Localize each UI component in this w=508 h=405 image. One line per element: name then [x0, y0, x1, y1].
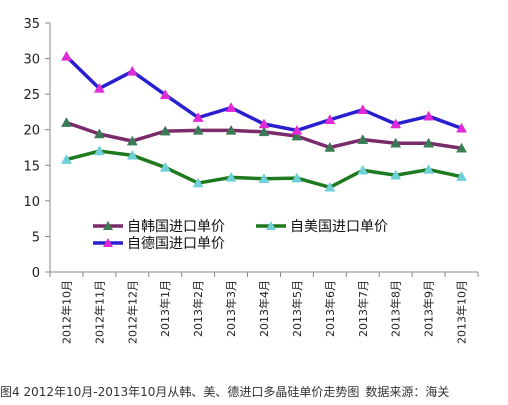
x-tick-label: 2013年9月 [422, 280, 436, 337]
data-point-2 [93, 82, 105, 93]
data-point-2 [192, 112, 204, 122]
caption-figure-text: 图4 2012年10月-2013年10月从韩、美、德进口多晶硅单价走势图 [0, 385, 360, 399]
x-tick-label: 2013年4月 [257, 280, 271, 337]
data-point-1 [456, 171, 467, 181]
legend-label: 自德国进口单价 [127, 236, 225, 252]
legend-label: 自韩国进口单价 [127, 219, 225, 235]
data-point-2 [390, 118, 402, 129]
y-tick-label: 20 [23, 124, 40, 139]
legend-swatch-marker [103, 221, 113, 230]
data-point-2 [291, 124, 303, 135]
data-point-0 [225, 124, 237, 135]
caption-source-text: 数据来源：海关 [365, 385, 450, 399]
x-tick-label: 2012年10月 [59, 280, 73, 344]
data-point-0 [324, 141, 336, 152]
line-chart: 0 5 10 15 20 25 30 35 2012年10月 2012年11月 2012年12月 20… [23, 17, 479, 344]
x-tick-label: 2012年11月 [92, 280, 106, 344]
x-tick-label: 2013年3月 [224, 280, 238, 337]
data-point-0 [258, 126, 270, 137]
data-point-0 [93, 128, 105, 139]
y-tick-label: 15 [23, 159, 40, 174]
data-point-2 [159, 89, 171, 100]
data-point-2 [225, 102, 237, 112]
y-tick-label: 0 [32, 266, 40, 281]
legend-swatch-marker [103, 238, 113, 247]
data-point-0 [390, 137, 402, 148]
data-point-1 [291, 172, 303, 183]
y-tick-label: 25 [23, 88, 40, 103]
x-tick-label: 2013年2月 [191, 280, 205, 337]
data-point-1 [423, 164, 435, 174]
legend-swatch-marker [266, 221, 276, 230]
x-tick-label: 2012年12月 [125, 280, 139, 344]
data-point-1 [390, 169, 402, 180]
data-point-1 [324, 181, 336, 192]
data-point-2 [126, 65, 138, 76]
data-point-1 [225, 171, 237, 182]
data-point-1 [93, 145, 105, 156]
data-point-0 [357, 134, 369, 144]
data-point-2 [324, 114, 336, 125]
data-point-2 [357, 104, 369, 115]
figure-caption: 图4 2012年10月-2013年10月从韩、美、德进口多晶硅单价走势图 数据来源… [0, 382, 508, 402]
data-point-2 [456, 122, 467, 133]
data-point-1 [357, 164, 369, 175]
data-point-1 [159, 161, 171, 172]
y-tick-label: 10 [23, 195, 40, 210]
y-tick-label: 35 [23, 17, 40, 32]
data-point-2 [258, 118, 270, 129]
data-point-0 [192, 124, 204, 135]
data-point-1 [192, 177, 204, 188]
data-point-0 [456, 142, 467, 153]
x-tick-label: 2013年7月 [356, 280, 370, 337]
chart-area: 0 5 10 15 20 25 30 35 2012年10月 2012年11月 2012年12月 20… [23, 17, 479, 344]
x-tick-label: 2013年5月 [290, 280, 304, 337]
data-point-1 [61, 154, 72, 164]
data-point-2 [423, 110, 435, 121]
x-tick-label: 2013年6月 [323, 280, 337, 337]
data-point-0 [291, 130, 303, 141]
data-point-1 [126, 149, 138, 160]
data-point-1 [258, 173, 270, 184]
legend-label: 自美国进口单价 [290, 219, 388, 235]
x-tick-label: 2013年10月 [455, 280, 469, 344]
data-point-0 [126, 135, 138, 146]
x-tick-label: 2013年8月 [389, 280, 403, 337]
x-tick-label: 2013年1月 [158, 280, 172, 337]
data-point-2 [61, 50, 72, 61]
y-tick-label: 5 [32, 230, 40, 245]
data-point-0 [61, 117, 72, 127]
data-point-0 [159, 125, 171, 136]
y-tick-label: 30 [23, 53, 40, 68]
data-point-0 [423, 137, 435, 148]
